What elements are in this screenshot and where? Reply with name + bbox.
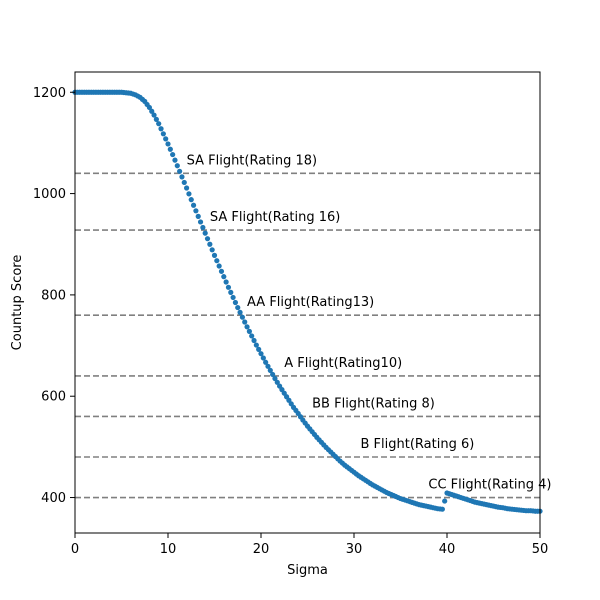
data-point (195, 213, 201, 219)
data-point (232, 299, 239, 306)
reference-line-label: B Flight(Rating 6) (361, 437, 475, 452)
data-point (151, 112, 157, 118)
data-point (246, 328, 252, 334)
data-point (163, 136, 169, 142)
data-point (181, 179, 187, 186)
data-point (237, 309, 243, 315)
data-point (223, 279, 229, 285)
y-tick-label: 600 (41, 390, 66, 405)
x-tick-label: 20 (253, 542, 270, 557)
reference-line-label: AA Flight(Rating13) (247, 295, 374, 310)
data-point (174, 163, 180, 169)
data-point (258, 351, 264, 357)
reference-line-label: CC Flight(Rating 4) (428, 478, 551, 493)
data-point (263, 359, 269, 365)
data-point (244, 324, 250, 330)
x-tick-label: 10 (160, 542, 177, 557)
data-point (190, 202, 197, 208)
data-point (218, 268, 225, 274)
data-point (272, 375, 278, 382)
data-point (265, 363, 271, 369)
y-axis-label: Countup Score (10, 255, 25, 351)
x-tick-label: 40 (439, 542, 456, 557)
data-point (442, 498, 448, 504)
data-point (177, 168, 183, 174)
data-point (221, 274, 227, 280)
data-point (230, 294, 236, 301)
data-points (72, 89, 543, 514)
data-point (170, 151, 176, 158)
y-tick-label: 800 (41, 288, 66, 303)
data-point (239, 314, 245, 320)
x-tick-label: 50 (532, 542, 549, 557)
data-point (228, 289, 234, 295)
data-point (188, 197, 194, 203)
data-point (249, 333, 255, 339)
data-point (260, 355, 266, 361)
data-point (193, 208, 199, 214)
data-point (153, 116, 159, 122)
data-point (165, 141, 171, 147)
data-point (204, 236, 211, 242)
data-point (158, 126, 164, 132)
reference-line-label: A Flight(Rating10) (284, 356, 402, 371)
data-point (200, 224, 206, 231)
data-point (211, 252, 218, 258)
data-point (267, 367, 273, 373)
y-axis-ticks: 400 600 800 1000 1200 (33, 86, 75, 506)
data-point (197, 219, 204, 225)
x-tick-label: 30 (346, 542, 363, 557)
y-tick-label: 1000 (33, 187, 66, 202)
x-axis-label: Sigma (287, 563, 328, 578)
data-point (251, 337, 257, 344)
data-point (167, 146, 173, 152)
data-point (274, 379, 280, 385)
data-point (179, 174, 185, 180)
data-point (209, 247, 215, 253)
plot-frame (74, 71, 541, 534)
x-tick-label: 0 (71, 542, 79, 557)
y-tick-label: 400 (41, 491, 66, 506)
reference-line-label: BB Flight(Rating 8) (312, 396, 435, 411)
data-point (184, 185, 190, 191)
data-point (270, 371, 276, 378)
data-point (225, 284, 232, 290)
data-point (256, 346, 262, 352)
data-point (202, 230, 208, 236)
data-point (439, 506, 445, 512)
data-point (207, 241, 213, 247)
data-point (216, 263, 222, 269)
data-point (253, 342, 259, 348)
data-point (149, 108, 155, 114)
data-point (186, 191, 192, 197)
data-point (172, 157, 178, 163)
x-axis-ticks: 0 10 20 30 40 50 (71, 533, 548, 557)
y-tick-label: 1200 (33, 86, 66, 101)
data-point (242, 319, 248, 325)
data-point (156, 121, 162, 127)
data-point (146, 104, 152, 111)
reference-line-label: SA Flight(Rating 16) (210, 210, 341, 225)
data-point (160, 131, 166, 137)
reference-labels: SA Flight(Rating 18) SA Flight(Rating 16)… (187, 153, 552, 492)
data-point (214, 258, 220, 264)
reference-line-label: SA Flight(Rating 18) (187, 153, 318, 168)
data-point (235, 304, 241, 311)
